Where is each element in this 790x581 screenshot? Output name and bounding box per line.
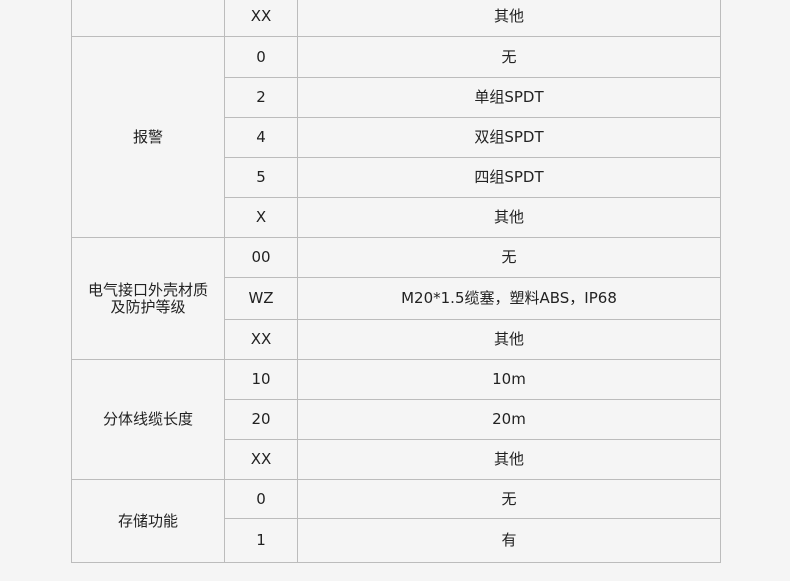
code-cell: 00 <box>224 237 298 278</box>
description-cell: 双组SPDT <box>297 117 721 158</box>
description-cell: 10m <box>297 359 721 400</box>
table-row: 4 双组SPDT <box>72 117 721 158</box>
code-cell: X <box>224 197 298 238</box>
code-cell: 0 <box>224 36 298 78</box>
code-cell: 4 <box>224 117 298 158</box>
description-cell: 其他 <box>297 319 721 360</box>
spec-table: XX 其他 报警 0 无 2 单组SPDT 4 双组SPDT 5 四组SPDT X 其他 电气接口外壳材质… <box>71 0 721 563</box>
group-label-cell: 电气接口外壳材质及防护等级 <box>71 237 225 360</box>
code-cell: 20 <box>224 399 298 440</box>
table-row: XX 其他 <box>72 319 721 360</box>
code-cell: 5 <box>224 157 298 198</box>
table-row: XX 其他 <box>71 0 721 37</box>
table-row: 5 四组SPDT <box>72 157 721 198</box>
table-row: 20 20m <box>72 399 721 440</box>
code-cell: 1 <box>224 518 298 563</box>
group-label-cell: 报警 <box>71 36 225 238</box>
code-cell: 10 <box>224 359 298 400</box>
description-cell: 单组SPDT <box>297 77 721 118</box>
group-label-cell <box>71 0 225 37</box>
group-label-cell: 分体线缆长度 <box>71 359 225 480</box>
description-cell: 其他 <box>297 197 721 238</box>
code-cell: 2 <box>224 77 298 118</box>
table-row: 报警 0 无 <box>71 36 721 238</box>
group-label-cell: 存储功能 <box>71 479 225 563</box>
table-row: 分体线缆长度 10 10m <box>71 359 721 480</box>
table-row: XX 其他 <box>72 439 721 480</box>
description-cell: 20m <box>297 399 721 440</box>
code-cell: 0 <box>224 479 298 519</box>
table-row: 电气接口外壳材质及防护等级 00 无 <box>71 237 721 360</box>
description-cell: 无 <box>297 36 721 78</box>
description-cell: 有 <box>297 518 721 563</box>
description-cell: M20*1.5缆塞，塑料ABS，IP68 <box>297 277 721 320</box>
table-row: 存储功能 0 无 <box>71 479 721 563</box>
code-cell: XX <box>224 319 298 360</box>
code-cell: XX <box>224 439 298 480</box>
table-row: X 其他 <box>72 197 721 238</box>
code-cell: WZ <box>224 277 298 320</box>
description-cell: 其他 <box>297 439 721 480</box>
description-cell: 无 <box>297 237 721 278</box>
code-cell: XX <box>224 0 298 37</box>
description-cell: 四组SPDT <box>297 157 721 198</box>
description-cell: 其他 <box>297 0 721 37</box>
description-cell: 无 <box>297 479 721 519</box>
